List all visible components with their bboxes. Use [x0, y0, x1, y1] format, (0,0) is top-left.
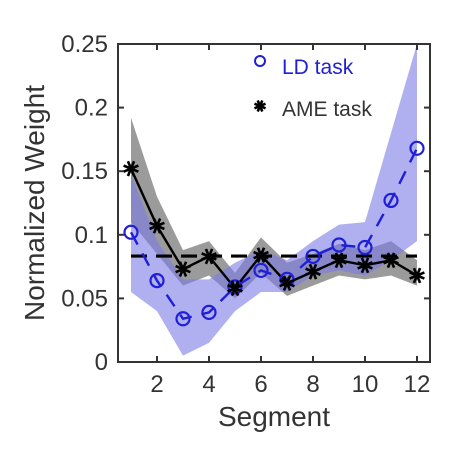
asterisk-stroke — [149, 221, 165, 231]
legend-marker-ame-task — [253, 99, 267, 113]
asterisk-stroke — [409, 271, 425, 280]
tick-labels: 2 4 6 8 10 12 0 0.05 0.1 0.15 0.2 0.25 — [61, 31, 430, 398]
asterisk-stroke — [279, 278, 295, 288]
point-ame-task — [409, 267, 425, 284]
point-ame-task — [123, 160, 139, 177]
y-tick-label: 0.15 — [61, 158, 108, 185]
point-ld-task — [227, 279, 243, 295]
y-tick-label: 0.2 — [75, 95, 108, 122]
point-ame-task — [149, 218, 165, 234]
x-tick-label: 4 — [202, 371, 215, 398]
point-ame-task — [175, 261, 191, 278]
asterisk-stroke — [357, 261, 373, 270]
asterisk-stroke — [123, 164, 139, 173]
legend-label-ame-task: AME task — [282, 98, 372, 121]
point-ld-task — [149, 272, 165, 289]
point-ame-task — [305, 263, 321, 280]
point-ld-task — [357, 239, 373, 256]
legend-label-ld-task: LD task — [282, 56, 354, 79]
y-tick-label: 0.05 — [61, 285, 108, 312]
asterisk-stroke — [383, 255, 399, 265]
point-ld-task — [409, 140, 425, 156]
y-tick-label: 0.1 — [75, 222, 108, 249]
band-ld-task — [131, 44, 417, 356]
asterisk-stroke — [253, 102, 267, 110]
point-ame-task — [227, 280, 243, 297]
legend-item-ame-task: AME task — [253, 98, 372, 121]
point-ld-task — [253, 262, 269, 279]
asterisk-stroke — [253, 250, 269, 260]
x-tick-label: 2 — [150, 371, 163, 398]
y-tick-label: 0.25 — [61, 31, 108, 58]
series-markers — [123, 140, 425, 327]
asterisk-stroke — [227, 283, 243, 293]
point-ld-task — [383, 192, 399, 209]
axes — [117, 43, 431, 363]
series-line-ld-task — [129, 147, 419, 321]
legend: LD task AME task — [253, 55, 372, 121]
point-ame-task — [331, 252, 347, 269]
y-tick-label: 0 — [95, 349, 108, 376]
x-tick-label: 8 — [306, 371, 319, 398]
point-ld-task — [201, 304, 217, 320]
asterisk-stroke — [305, 267, 321, 276]
point-ame-task — [383, 252, 399, 269]
point-ame-task — [357, 257, 373, 274]
confidence-bands — [131, 44, 417, 356]
asterisk-stroke — [201, 252, 217, 261]
point-ld-task — [331, 237, 347, 253]
x-axis-label: Segment — [218, 401, 330, 432]
legend-item-ld-task: LD task — [254, 55, 354, 79]
plot-frame — [117, 43, 431, 363]
point-ame-task — [201, 248, 217, 265]
point-ame-task — [279, 275, 295, 292]
asterisk-stroke — [175, 264, 191, 274]
legend-marker-ld-task — [254, 55, 266, 67]
point-ame-task — [253, 247, 269, 264]
point-ld-task — [175, 311, 191, 327]
y-axis-label: Normalized Weight — [19, 85, 50, 321]
point-ld-task — [123, 224, 139, 240]
x-tick-label: 10 — [352, 371, 379, 398]
x-tick-label: 12 — [404, 371, 431, 398]
x-tick-label: 6 — [254, 371, 267, 398]
point-ld-task — [305, 248, 321, 265]
asterisk-stroke — [331, 255, 347, 265]
